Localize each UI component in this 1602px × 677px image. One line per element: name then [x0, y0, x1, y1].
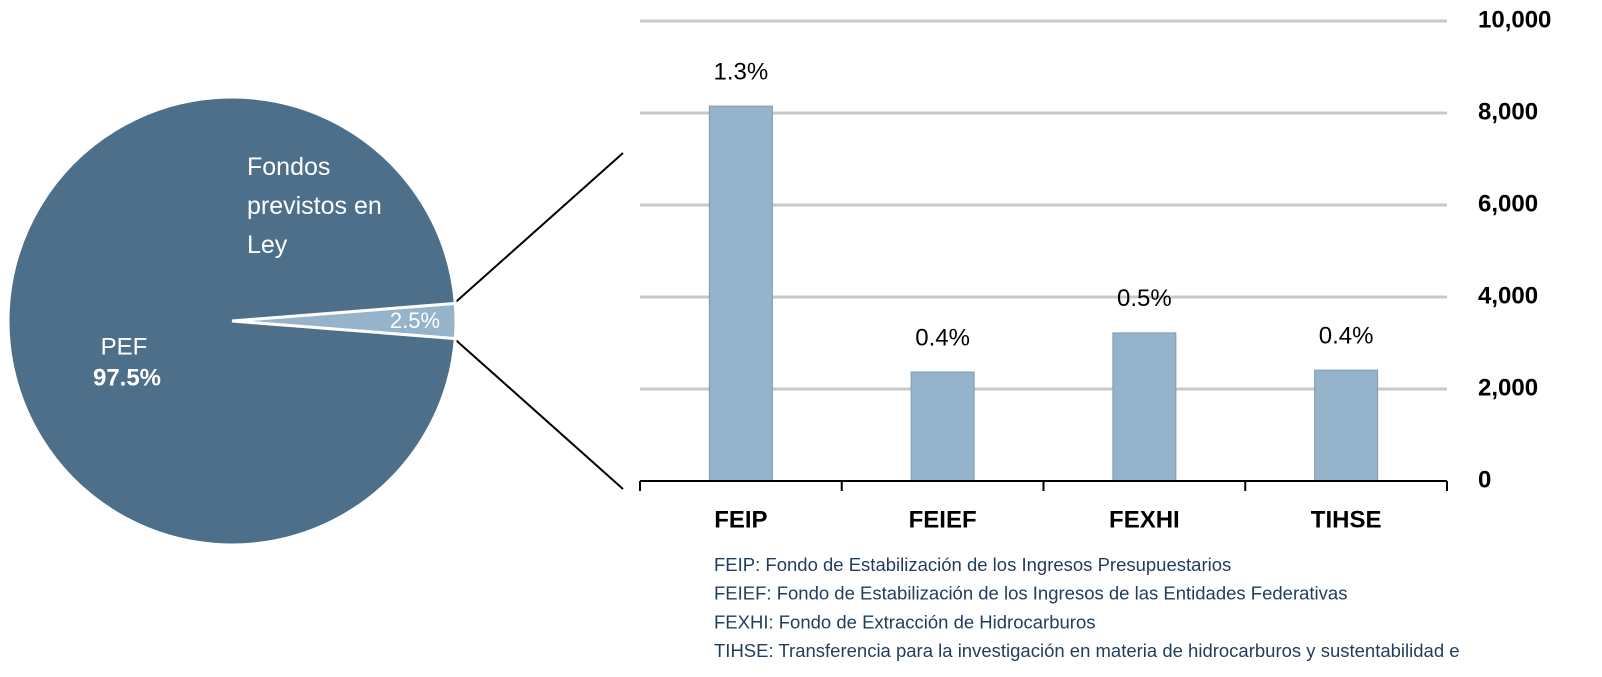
bar-share-label: 1.3% [714, 58, 769, 85]
footnote: TIHSE: Transferencia para la investigaci… [714, 640, 1460, 661]
y-tick-label: 4,000 [1478, 282, 1538, 309]
bar [708, 105, 773, 482]
pie-slice-label: PEF [101, 333, 148, 360]
x-tick-label: FEIEF [909, 506, 977, 533]
x-tick-label: FEIP [714, 506, 767, 533]
connector-line [454, 338, 624, 490]
pie-value-label: 97.5% [93, 364, 161, 391]
bar-share-label: 0.4% [1319, 322, 1374, 349]
bar-share-label: 0.5% [1117, 285, 1172, 312]
footnote: FEIEF: Fondo de Estabilización de los In… [714, 583, 1347, 604]
y-tick-label: 6,000 [1478, 190, 1538, 217]
x-tick-label: TIHSE [1311, 506, 1382, 533]
pie-slice [6, 95, 457, 547]
y-tick-label: 10,000 [1478, 6, 1551, 33]
footnote: FEIP: Fondo de Estabilización de los Ing… [714, 554, 1231, 575]
bar [1112, 332, 1177, 482]
connector-line [454, 152, 624, 304]
y-tick-label: 2,000 [1478, 374, 1538, 401]
bar [910, 371, 975, 482]
pie-slice-label: Fondos previstos en Ley [247, 153, 382, 259]
pie-value-label: 2.5% [390, 308, 440, 333]
footnote: FEXHI: Fondo de Extracción de Hidrocarbu… [714, 611, 1095, 632]
x-tick-label: FEXHI [1109, 506, 1180, 533]
y-tick-label: 0 [1478, 466, 1491, 493]
bar-share-label: 0.4% [915, 324, 970, 351]
bar [1314, 369, 1379, 482]
y-tick-label: 8,000 [1478, 98, 1538, 125]
